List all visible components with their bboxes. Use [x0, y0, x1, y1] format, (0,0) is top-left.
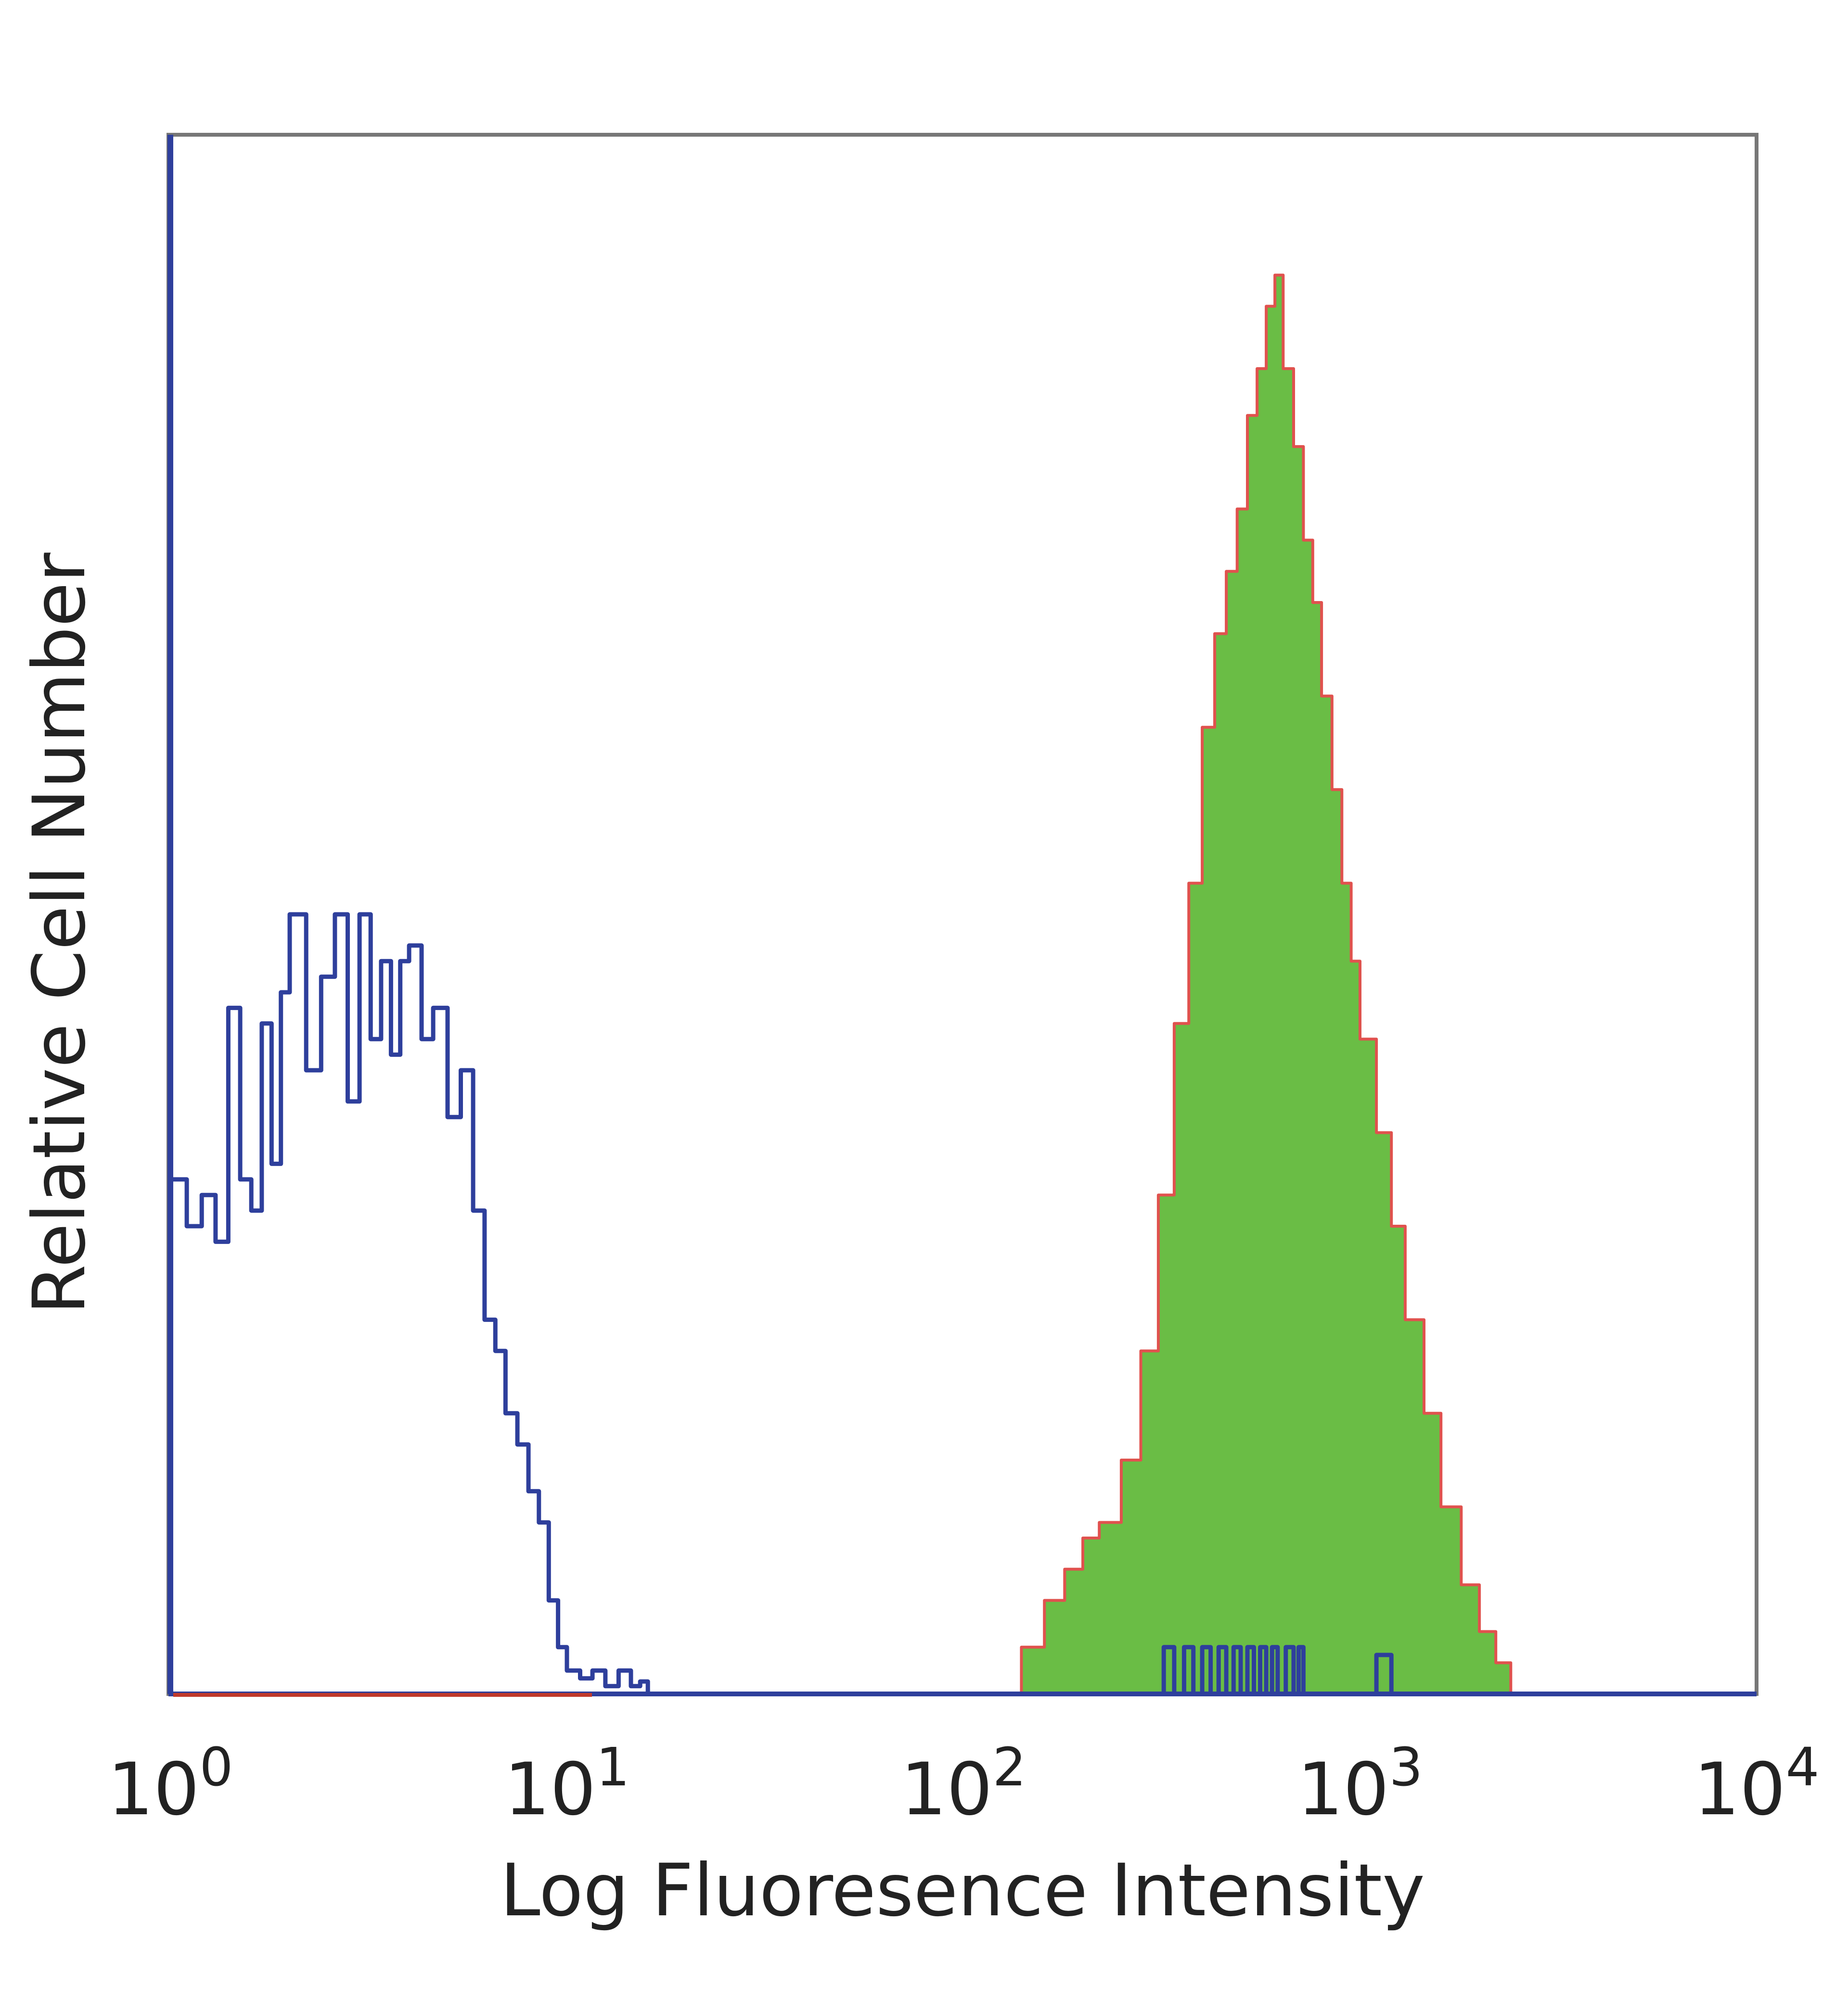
x-tick-exponent-3: 3	[1389, 1736, 1423, 1798]
x-tick-label-4: 104	[1694, 1736, 1820, 1832]
x-tick-exponent-1: 1	[596, 1736, 629, 1798]
x-tick-label-1: 101	[504, 1736, 630, 1832]
x-tick-label-0: 100	[108, 1736, 233, 1832]
y-axis-label: Relative Cell Number	[18, 552, 102, 1315]
histogram-series-1-filled	[993, 273, 1513, 1695]
x-tick-base-3: 10	[1297, 1748, 1389, 1832]
histogram-series-0-outline	[170, 912, 650, 1694]
x-axis-label: Log Fluoresence Intensity	[500, 1849, 1425, 1933]
x-tick-base-1: 10	[504, 1748, 596, 1832]
x-tick-exponent-2: 2	[992, 1736, 1026, 1798]
x-tick-labels: 100 101 102 103 104	[108, 1736, 1820, 1832]
x-tick-exponent-0: 0	[199, 1736, 233, 1798]
x-tick-base-4: 10	[1694, 1748, 1786, 1832]
x-tick-label-3: 103	[1297, 1736, 1423, 1832]
x-tick-base-2: 10	[901, 1748, 993, 1832]
x-tick-label-2: 102	[901, 1736, 1027, 1832]
x-tick-exponent-4: 4	[1785, 1736, 1819, 1798]
x-tick-base-0: 10	[108, 1748, 200, 1832]
